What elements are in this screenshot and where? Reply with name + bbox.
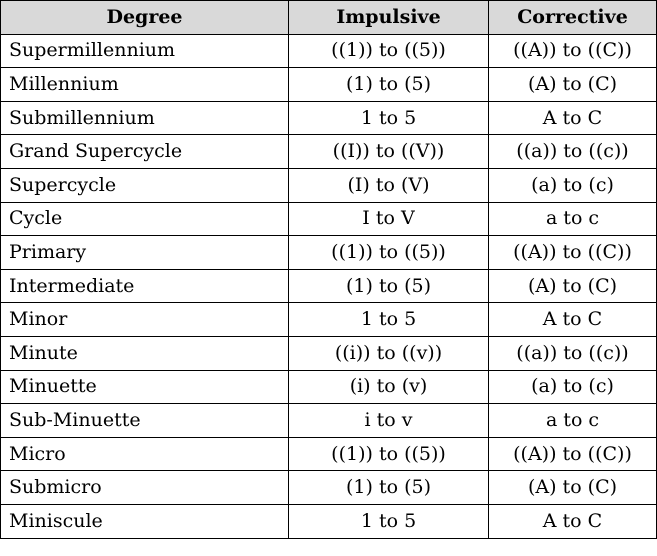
impulsive-cell: ((I)) to ((V)) <box>288 134 489 169</box>
corrective-cell: ((a)) to ((c)) <box>488 134 657 169</box>
impulsive-cell: (1) to (5) <box>288 268 489 304</box>
corrective-cell: ((a)) to ((c)) <box>488 335 657 371</box>
degree-cell: Primary <box>0 235 289 270</box>
degree-cell: Minuette <box>0 369 289 405</box>
column-header-corrective: Corrective <box>488 0 657 35</box>
table-header: Degree Impulsive Corrective <box>0 0 657 35</box>
degree-cell: Millennium <box>0 67 289 102</box>
corrective-cell: ((A)) to ((C)) <box>488 436 657 472</box>
impulsive-cell: (1) to (5) <box>288 67 489 102</box>
corrective-cell: (A) to (C) <box>488 268 657 304</box>
table-row: Miniscule 1 to 5 A to C <box>0 503 657 539</box>
impulsive-cell: ((i)) to ((v)) <box>288 335 489 371</box>
degree-cell: Minor <box>0 302 289 337</box>
corrective-cell: (a) to (c) <box>488 369 657 405</box>
column-header-degree: Degree <box>0 0 289 35</box>
corrective-cell: (a) to (c) <box>488 167 657 203</box>
table-body: Supermillennium ((1)) to ((5)) ((A)) to … <box>0 33 657 539</box>
table-row: Intermediate (1) to (5) (A) to (C) <box>0 268 657 304</box>
degree-cell: Miniscule <box>0 503 289 539</box>
table-row: Millennium (1) to (5) (A) to (C) <box>0 67 657 102</box>
table-row: Submillennium 1 to 5 A to C <box>0 100 657 136</box>
wave-degree-table: Degree Impulsive Corrective Supermillenn… <box>0 0 657 539</box>
table-row: Supercycle (I) to (V) (a) to (c) <box>0 167 657 203</box>
degree-cell: Micro <box>0 436 289 472</box>
impulsive-cell: 1 to 5 <box>288 503 489 539</box>
degree-cell: Cycle <box>0 201 289 237</box>
corrective-cell: (A) to (C) <box>488 470 657 505</box>
corrective-cell: A to C <box>488 100 657 136</box>
table-row: Submicro (1) to (5) (A) to (C) <box>0 470 657 505</box>
header-row: Degree Impulsive Corrective <box>0 0 657 35</box>
corrective-cell: a to c <box>488 403 657 438</box>
impulsive-cell: (i) to (v) <box>288 369 489 405</box>
corrective-cell: A to C <box>488 302 657 337</box>
column-header-impulsive: Impulsive <box>288 0 489 35</box>
impulsive-cell: i to v <box>288 403 489 438</box>
table-row: Micro ((1)) to ((5)) ((A)) to ((C)) <box>0 436 657 472</box>
degree-cell: Submicro <box>0 470 289 505</box>
table-row: Minor 1 to 5 A to C <box>0 302 657 337</box>
table-row: Cycle I to V a to c <box>0 201 657 237</box>
impulsive-cell: ((1)) to ((5)) <box>288 33 489 69</box>
table-row: Supermillennium ((1)) to ((5)) ((A)) to … <box>0 33 657 69</box>
degree-cell: Submillennium <box>0 100 289 136</box>
degree-cell: Grand Supercycle <box>0 134 289 169</box>
degree-cell: Intermediate <box>0 268 289 304</box>
impulsive-cell: 1 to 5 <box>288 100 489 136</box>
degree-cell: Supercycle <box>0 167 289 203</box>
impulsive-cell: 1 to 5 <box>288 302 489 337</box>
table-row: Sub-Minuette i to v a to c <box>0 403 657 438</box>
table-row: Grand Supercycle ((I)) to ((V)) ((a)) to… <box>0 134 657 169</box>
degree-cell: Minute <box>0 335 289 371</box>
corrective-cell: ((A)) to ((C)) <box>488 235 657 270</box>
impulsive-cell: ((1)) to ((5)) <box>288 436 489 472</box>
degree-cell: Sub-Minuette <box>0 403 289 438</box>
degree-cell: Supermillennium <box>0 33 289 69</box>
table-row: Primary ((1)) to ((5)) ((A)) to ((C)) <box>0 235 657 270</box>
corrective-cell: a to c <box>488 201 657 237</box>
impulsive-cell: (I) to (V) <box>288 167 489 203</box>
corrective-cell: A to C <box>488 503 657 539</box>
impulsive-cell: ((1)) to ((5)) <box>288 235 489 270</box>
table-row: Minuette (i) to (v) (a) to (c) <box>0 369 657 405</box>
corrective-cell: (A) to (C) <box>488 67 657 102</box>
impulsive-cell: (1) to (5) <box>288 470 489 505</box>
table-row: Minute ((i)) to ((v)) ((a)) to ((c)) <box>0 335 657 371</box>
impulsive-cell: I to V <box>288 201 489 237</box>
corrective-cell: ((A)) to ((C)) <box>488 33 657 69</box>
